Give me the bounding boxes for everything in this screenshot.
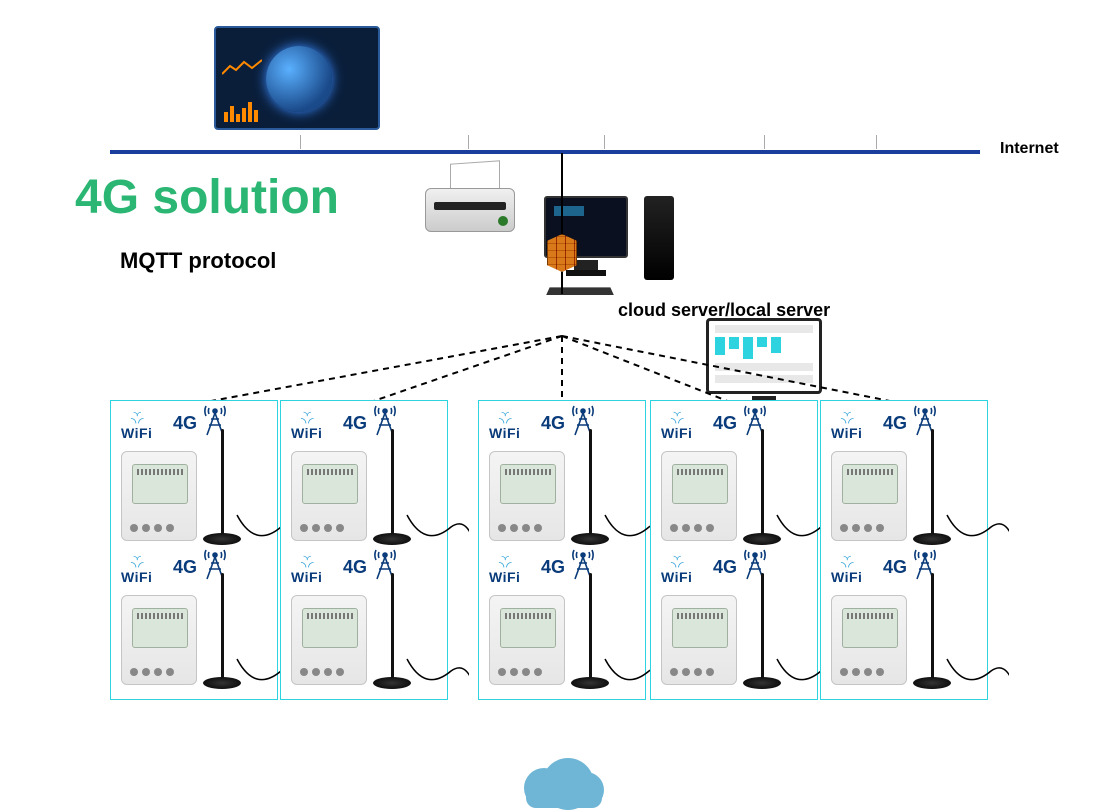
wifi-icon: ◝◜ ◝ ◜ WiFi xyxy=(489,557,520,585)
fourg-text: 4G xyxy=(883,413,907,434)
meter-module: ◝◜ ◝ ◜ WiFi 4G xyxy=(117,407,273,547)
energy-meter-icon xyxy=(831,595,907,685)
firewall-to-cloud-line xyxy=(561,272,563,294)
diagram-title: 4G solution xyxy=(75,170,339,225)
meter-node-box: ◝◜ ◝ ◜ WiFi 4G ◝◜ ◝ ◜ WiFi 4G xyxy=(478,400,646,700)
wifi-icon: ◝◜ ◝ ◜ WiFi xyxy=(661,413,692,441)
fourg-text: 4G xyxy=(713,557,737,578)
meter-module: ◝◜ ◝ ◜ WiFi 4G xyxy=(827,407,983,547)
energy-meter-icon xyxy=(121,451,197,541)
antenna-icon xyxy=(913,569,973,689)
meter-node-box: ◝◜ ◝ ◜ WiFi 4G ◝◜ ◝ ◜ WiFi 4G xyxy=(650,400,818,700)
fourg-text: 4G xyxy=(541,557,565,578)
bus-tick xyxy=(604,135,605,149)
energy-meter-icon xyxy=(121,595,197,685)
meter-module: ◝◜ ◝ ◜ WiFi 4G xyxy=(657,407,813,547)
fourg-text: 4G xyxy=(713,413,737,434)
cloud-icon xyxy=(520,760,606,812)
bus-to-firewall-line xyxy=(561,153,563,235)
wifi-text: WiFi xyxy=(489,569,520,585)
fourg-text: 4G xyxy=(883,557,907,578)
antenna-icon xyxy=(913,425,973,545)
meter-node-box: ◝◜ ◝ ◜ WiFi 4G ◝◜ ◝ ◜ WiFi 4G xyxy=(110,400,278,700)
wifi-text: WiFi xyxy=(121,425,152,441)
wifi-text: WiFi xyxy=(291,425,322,441)
antenna-icon xyxy=(571,425,631,545)
wifi-text: WiFi xyxy=(121,569,152,585)
energy-meter-icon xyxy=(291,451,367,541)
wifi-icon: ◝◜ ◝ ◜ WiFi xyxy=(121,557,152,585)
bus-tick xyxy=(468,135,469,149)
meter-node-box: ◝◜ ◝ ◜ WiFi 4G ◝◜ ◝ ◜ WiFi 4G xyxy=(820,400,988,700)
firewall-icon xyxy=(547,234,577,272)
wifi-icon: ◝◜ ◝ ◜ WiFi xyxy=(121,413,152,441)
wifi-text: WiFi xyxy=(661,425,692,441)
fourg-text: 4G xyxy=(173,413,197,434)
energy-meter-icon xyxy=(661,451,737,541)
internet-bus-line xyxy=(110,150,980,154)
dashboard-monitor-icon xyxy=(214,26,380,130)
energy-meter-icon xyxy=(489,595,565,685)
meter-module: ◝◜ ◝ ◜ WiFi 4G xyxy=(485,551,641,691)
bus-tick xyxy=(876,135,877,149)
meter-module: ◝◜ ◝ ◜ WiFi 4G xyxy=(287,407,443,547)
fourg-text: 4G xyxy=(541,413,565,434)
energy-meter-icon xyxy=(489,451,565,541)
internet-label: Internet xyxy=(1000,140,1059,158)
wifi-text: WiFi xyxy=(831,569,862,585)
bus-tick xyxy=(300,135,301,149)
energy-meter-icon xyxy=(661,595,737,685)
wifi-icon: ◝◜ ◝ ◜ WiFi xyxy=(831,557,862,585)
wifi-icon: ◝◜ ◝ ◜ WiFi xyxy=(291,413,322,441)
wifi-text: WiFi xyxy=(291,569,322,585)
antenna-icon xyxy=(373,425,433,545)
energy-meter-icon xyxy=(291,595,367,685)
printer-icon xyxy=(420,162,520,232)
fourg-text: 4G xyxy=(343,413,367,434)
meter-module: ◝◜ ◝ ◜ WiFi 4G xyxy=(827,551,983,691)
antenna-icon xyxy=(571,569,631,689)
meter-module: ◝◜ ◝ ◜ WiFi 4G xyxy=(287,551,443,691)
fourg-text: 4G xyxy=(343,557,367,578)
meter-module: ◝◜ ◝ ◜ WiFi 4G xyxy=(657,551,813,691)
meter-module: ◝◜ ◝ ◜ WiFi 4G xyxy=(117,551,273,691)
wifi-text: WiFi xyxy=(661,569,692,585)
antenna-icon xyxy=(203,425,263,545)
fourg-text: 4G xyxy=(173,557,197,578)
antenna-icon xyxy=(743,569,803,689)
wifi-icon: ◝◜ ◝ ◜ WiFi xyxy=(661,557,692,585)
meter-node-box: ◝◜ ◝ ◜ WiFi 4G ◝◜ ◝ ◜ WiFi 4G xyxy=(280,400,448,700)
wifi-icon: ◝◜ ◝ ◜ WiFi xyxy=(489,413,520,441)
wifi-icon: ◝◜ ◝ ◜ WiFi xyxy=(291,557,322,585)
antenna-icon xyxy=(203,569,263,689)
bus-tick xyxy=(764,135,765,149)
antenna-icon xyxy=(373,569,433,689)
protocol-label: MQTT protocol xyxy=(120,248,276,274)
meter-module: ◝◜ ◝ ◜ WiFi 4G xyxy=(485,407,641,547)
wifi-text: WiFi xyxy=(489,425,520,441)
cloud-label: cloud server/local server xyxy=(618,300,830,321)
energy-meter-icon xyxy=(831,451,907,541)
wifi-text: WiFi xyxy=(831,425,862,441)
wifi-icon: ◝◜ ◝ ◜ WiFi xyxy=(831,413,862,441)
antenna-icon xyxy=(743,425,803,545)
